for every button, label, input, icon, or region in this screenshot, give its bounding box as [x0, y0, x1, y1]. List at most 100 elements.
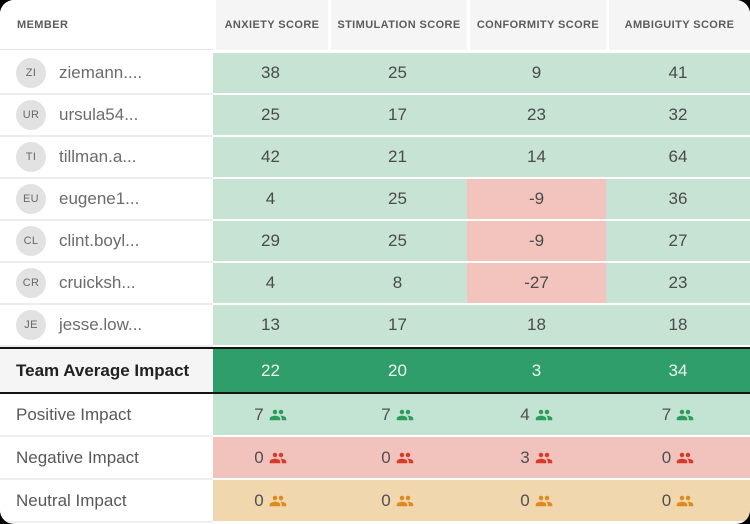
member-info: EU eugene1... — [0, 184, 213, 214]
avatar: CR — [16, 268, 46, 298]
member-cell: TI tillman.a... — [0, 137, 213, 179]
score-cell: 25 — [328, 179, 467, 221]
impact-count-cell: 0 — [606, 437, 750, 480]
impact-row-label: Neutral Impact — [0, 480, 213, 523]
impact-count-value: 0 — [381, 490, 391, 510]
impact-count: 3 — [520, 448, 552, 468]
score-cell: 18 — [606, 305, 750, 347]
member-row: EU eugene1... 4 25 -9 36 — [0, 179, 750, 221]
score-cell: 38 — [213, 53, 328, 95]
team-average-row: Team Average Impact 22 20 3 34 — [0, 347, 750, 394]
impact-count: 0 — [662, 491, 694, 511]
positive-impact-row: Positive Impact 7 7 4 7 — [0, 394, 750, 437]
impact-count-value: 7 — [254, 404, 264, 424]
score-cell: 17 — [328, 305, 467, 347]
avatar: UR — [16, 100, 46, 130]
score-cell: -27 — [467, 263, 606, 305]
member-cell: CR cruicksh... — [0, 263, 213, 305]
impact-count-value: 0 — [661, 490, 672, 510]
avatar: JE — [16, 310, 46, 340]
impact-count-value: 0 — [520, 490, 530, 510]
neutral-impact-row: Neutral Impact 0 0 0 0 — [0, 480, 750, 523]
impact-row-label: Negative Impact — [0, 437, 213, 480]
impact-count-value: 0 — [661, 447, 672, 467]
member-row: UR ursula54... 25 17 23 32 — [0, 95, 750, 137]
group-icon — [269, 409, 286, 420]
score-cell: 9 — [467, 53, 606, 95]
group-icon — [269, 495, 286, 506]
impact-count-cell: 4 — [467, 394, 606, 437]
impact-count-cell: 7 — [606, 394, 750, 437]
score-cell: 42 — [213, 137, 328, 179]
avatar: TI — [16, 142, 46, 172]
impact-count-value: 7 — [381, 404, 391, 424]
score-cell: -9 — [467, 221, 606, 263]
score-cell: 4 — [213, 263, 328, 305]
score-cell: 64 — [606, 137, 750, 179]
score-cell: 29 — [213, 221, 328, 263]
table-header: MEMBER ANXIETY SCORE STIMULATION SCORE C… — [0, 0, 750, 53]
score-cell: 36 — [606, 179, 750, 221]
score-cell: 27 — [606, 221, 750, 263]
member-name: ursula54... — [59, 105, 139, 124]
impact-count: 7 — [254, 405, 286, 425]
group-icon — [676, 495, 694, 506]
impact-count-cell: 0 — [328, 437, 467, 480]
member-info: UR ursula54... — [0, 100, 213, 130]
header-row: MEMBER ANXIETY SCORE STIMULATION SCORE C… — [0, 0, 750, 53]
member-info: ZI ziemann.... — [0, 58, 213, 88]
impact-count-value: 0 — [254, 447, 264, 467]
member-info: JE jesse.low... — [0, 310, 213, 340]
score-cell: 18 — [467, 305, 606, 347]
member-name: eugene1... — [59, 189, 140, 208]
impact-count: 0 — [381, 448, 413, 468]
group-icon — [676, 409, 694, 420]
group-icon — [535, 409, 552, 420]
avatar: ZI — [16, 58, 46, 88]
member-info: CL clint.boyl... — [0, 226, 213, 256]
impact-count-cell: 7 — [213, 394, 328, 437]
impact-count-cell: 0 — [467, 480, 606, 523]
score-cell: 17 — [328, 95, 467, 137]
team-average-cell: 22 — [213, 347, 328, 394]
stimulation-score-header: STIMULATION SCORE — [328, 0, 467, 53]
score-cell: 21 — [328, 137, 467, 179]
member-name: ziemann.... — [59, 63, 143, 82]
member-row: CL clint.boyl... 29 25 -9 27 — [0, 221, 750, 263]
score-cell: -9 — [467, 179, 606, 221]
impact-count-value: 3 — [520, 447, 530, 467]
score-cell: 13 — [213, 305, 328, 347]
member-column-header: MEMBER — [0, 0, 213, 53]
impact-count: 4 — [520, 405, 552, 425]
team-average-cell: 34 — [606, 347, 750, 394]
member-name: tillman.a... — [59, 147, 137, 166]
score-cell: 25 — [213, 95, 328, 137]
score-cell: 4 — [213, 179, 328, 221]
impact-row-label: Positive Impact — [0, 394, 213, 437]
impact-count-cell: 0 — [328, 480, 467, 523]
team-average-cell: 20 — [328, 347, 467, 394]
member-row: ZI ziemann.... 38 25 9 41 — [0, 53, 750, 95]
impact-count-cell: 0 — [213, 437, 328, 480]
member-row: JE jesse.low... 13 17 18 18 — [0, 305, 750, 347]
member-cell: JE jesse.low... — [0, 305, 213, 347]
member-info: CR cruicksh... — [0, 268, 213, 298]
member-cell: ZI ziemann.... — [0, 53, 213, 95]
group-icon — [396, 495, 413, 506]
team-average-cell: 3 — [467, 347, 606, 394]
impact-count-cell: 3 — [467, 437, 606, 480]
impact-count-value: 0 — [381, 447, 391, 467]
avatar: EU — [16, 184, 46, 214]
score-cell: 23 — [467, 95, 606, 137]
ambiguity-score-header: AMBIGUITY SCORE — [606, 0, 750, 53]
score-cell: 14 — [467, 137, 606, 179]
group-icon — [535, 495, 552, 506]
group-icon — [396, 452, 413, 463]
avatar: CL — [16, 226, 46, 256]
member-info: TI tillman.a... — [0, 142, 213, 172]
anxiety-score-header: ANXIETY SCORE — [213, 0, 328, 53]
impact-count-cell: 0 — [213, 480, 328, 523]
conformity-score-header: CONFORMITY SCORE — [467, 0, 606, 53]
